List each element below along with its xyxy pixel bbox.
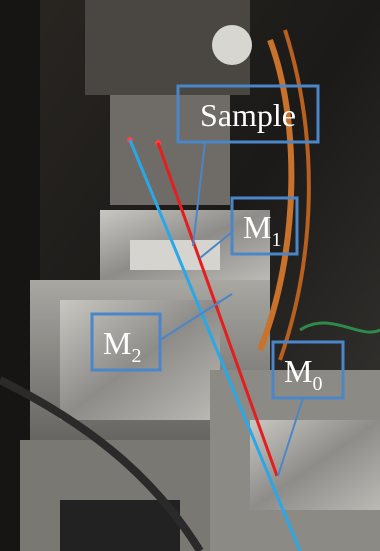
page: Sample M1 M2 M0 [0,0,380,551]
label-subscript: 2 [131,345,141,367]
annotated-photo: Sample M1 M2 M0 [0,0,380,551]
label-subscript: 0 [312,373,322,395]
label-main: M [243,209,271,245]
label-main: M [103,325,131,361]
photo-background [0,0,380,551]
label: Sample [200,97,296,133]
label-subscript: 1 [271,229,281,251]
label-main: M [284,353,312,389]
